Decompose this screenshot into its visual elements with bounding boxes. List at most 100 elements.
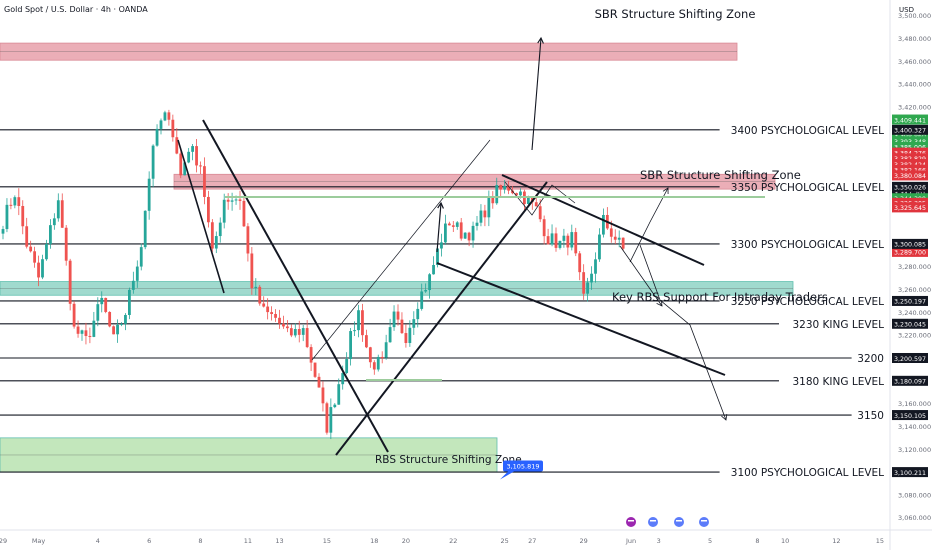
flag-us-icon-1[interactable] (648, 517, 658, 527)
candle-body (230, 200, 234, 202)
candle-body (408, 327, 412, 343)
x-tick-4: 4 (96, 537, 100, 545)
candle-body (222, 199, 226, 223)
candle (9, 198, 13, 210)
candle-body (159, 120, 163, 129)
candle (175, 128, 179, 155)
candle-body (33, 251, 36, 263)
candle (92, 311, 96, 338)
candle-body (566, 235, 570, 248)
candle (258, 284, 262, 306)
candle-body (617, 237, 621, 240)
candle (345, 352, 349, 375)
candle-body (416, 308, 420, 320)
candle-body (337, 384, 341, 405)
candle (250, 247, 254, 295)
candle-body (459, 222, 463, 239)
candle (396, 304, 400, 326)
zone-label-1: SBR Structure Shifting Zone (640, 168, 801, 182)
x-tick-29: 29 (580, 537, 588, 545)
candle (451, 221, 455, 233)
candle-body (404, 333, 408, 343)
candle-body (420, 291, 424, 309)
candle-body (590, 273, 593, 283)
candle (570, 224, 574, 251)
y-tick-label: 3,120.000 (898, 446, 931, 454)
candle (143, 210, 147, 250)
candle-body (151, 145, 155, 179)
candle-body (353, 330, 356, 332)
candle-body (554, 233, 558, 248)
candle (222, 193, 226, 229)
candle-body (120, 323, 123, 325)
candle-body (621, 237, 625, 249)
flag-us-icon-2[interactable] (674, 517, 684, 527)
candle-body (297, 328, 301, 335)
candle (392, 305, 396, 331)
candle-body (68, 260, 72, 304)
candle (483, 204, 487, 227)
candle (56, 193, 60, 222)
projection-down-arrow-head (721, 414, 728, 421)
candle-body (376, 356, 380, 370)
candle (594, 252, 597, 283)
flag-us-icon-stripe-1 (650, 520, 656, 522)
candle-body (187, 151, 191, 163)
candle-body (432, 264, 435, 275)
candle-body (558, 240, 562, 248)
candle-body (412, 319, 416, 328)
candle-body (368, 347, 372, 363)
candle (388, 318, 392, 343)
candle (60, 193, 64, 228)
candle-body (463, 232, 467, 239)
candle (262, 296, 266, 308)
candle-body (392, 311, 396, 328)
candle-body (45, 244, 48, 260)
arrow-up-small-head (437, 201, 444, 209)
candle-body (586, 282, 589, 294)
trendline-left-leg (177, 139, 225, 294)
x-tick-20: 20 (402, 537, 410, 545)
candle (372, 360, 376, 375)
candle-body (361, 310, 364, 336)
candle (282, 315, 285, 329)
candle-body (289, 328, 293, 336)
x-tick-15: 15 (323, 537, 331, 545)
candle (76, 320, 80, 338)
candle-body (167, 112, 171, 120)
candle-body (270, 312, 273, 315)
candle (218, 217, 222, 243)
candle-body (317, 376, 321, 388)
candle (171, 114, 175, 142)
candle (479, 204, 483, 227)
y-tick-label: 3,160.000 (898, 400, 931, 408)
projection-mid-arrow-head (656, 299, 663, 307)
candle-body (507, 185, 510, 191)
level-tag-3150 (892, 410, 928, 421)
candle-body (155, 128, 159, 146)
time-axis: 29 May 4 6 8 11 13 15 18 20 22 25 27 29 Jun 3 5 8 10 12 15 (0, 517, 884, 545)
lightning-icon-0[interactable] (626, 517, 636, 527)
candle (37, 255, 40, 287)
level-tag-3300 (892, 238, 928, 249)
candle-body (29, 246, 33, 252)
candle (52, 213, 56, 230)
level-tag-3100 (892, 467, 928, 478)
chart-symbol-title: Gold Spot / U.S. Dollar · 4h · OANDA (4, 5, 148, 14)
price-tag-13-text: 3,289.700 (894, 250, 926, 257)
trendline-ascending (335, 181, 548, 456)
candle (507, 180, 510, 195)
candle-body (451, 225, 455, 227)
candle (503, 179, 507, 194)
candle-body (574, 232, 578, 254)
candle-body (25, 226, 29, 247)
zone-label-0: SBR Structure Shifting Zone (595, 7, 756, 21)
arrow-up-target-head (537, 36, 544, 44)
candle-body (214, 236, 218, 249)
candle-body (5, 204, 9, 230)
flag-us-icon-3[interactable] (699, 517, 709, 527)
y-tick-label: 3,480.000 (898, 35, 931, 43)
candle-body (325, 403, 329, 433)
candle-body (100, 297, 104, 305)
